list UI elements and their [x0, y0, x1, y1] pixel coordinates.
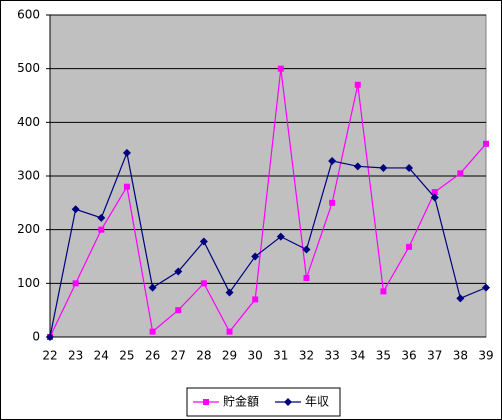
y-tick-label: 400 [17, 115, 40, 129]
series-line [49, 150, 487, 338]
marker [406, 243, 413, 250]
x-tick-label: 39 [478, 349, 493, 363]
marker [46, 333, 54, 341]
marker [149, 328, 156, 335]
x-tick-label: 22 [42, 349, 57, 363]
marker [175, 307, 182, 314]
marker [353, 162, 362, 171]
marker [252, 296, 259, 303]
x-tick-label: 33 [324, 349, 339, 363]
marker [303, 274, 310, 281]
marker [405, 163, 414, 172]
marker [251, 252, 260, 261]
marker [380, 288, 387, 295]
marker [97, 213, 106, 222]
legend-label: 年収 [305, 395, 329, 409]
marker [72, 280, 79, 287]
marker [431, 189, 438, 196]
y-tick-label: 0 [32, 330, 40, 344]
x-tick-label: 29 [222, 349, 237, 363]
legend-marker [284, 398, 292, 406]
marker [225, 288, 234, 297]
x-tick-label: 32 [299, 349, 314, 363]
x-tick-label: 26 [145, 349, 160, 363]
x-tick-label: 36 [401, 349, 416, 363]
marker [379, 163, 388, 172]
x-tick-label: 38 [453, 349, 468, 363]
y-tick-label: 500 [17, 61, 40, 75]
marker [71, 205, 80, 214]
marker [123, 183, 130, 190]
x-tick-label: 30 [248, 349, 263, 363]
x-tick-label: 24 [94, 349, 109, 363]
marker [174, 267, 183, 276]
x-tick-label: 28 [196, 349, 211, 363]
marker [328, 156, 337, 165]
x-tick-label: 34 [350, 349, 365, 363]
marker [200, 280, 207, 287]
x-tick-label: 37 [427, 349, 442, 363]
y-tick-label: 300 [17, 169, 40, 183]
marker [354, 81, 361, 88]
marker [483, 140, 489, 147]
legend-label: 貯金額 [223, 394, 259, 409]
marker [456, 294, 465, 303]
x-tick-label: 25 [119, 349, 134, 363]
marker [430, 193, 439, 202]
x-tick-label: 31 [273, 349, 288, 363]
marker [98, 226, 105, 233]
x-tick-label: 23 [68, 349, 83, 363]
y-tick-label: 200 [17, 222, 40, 236]
marker [226, 328, 233, 335]
x-tick-label: 35 [376, 349, 391, 363]
x-tick-label: 27 [171, 349, 186, 363]
marker [199, 237, 208, 246]
marker [329, 199, 336, 206]
y-tick-label: 600 [17, 8, 40, 22]
marker [277, 65, 284, 72]
series-line [49, 68, 487, 338]
marker [276, 232, 285, 241]
marker [482, 283, 490, 292]
marker [302, 245, 311, 254]
marker [148, 283, 157, 292]
y-tick-label: 100 [17, 276, 40, 290]
legend-marker [203, 399, 209, 405]
marker [122, 148, 131, 157]
marker [457, 170, 464, 177]
